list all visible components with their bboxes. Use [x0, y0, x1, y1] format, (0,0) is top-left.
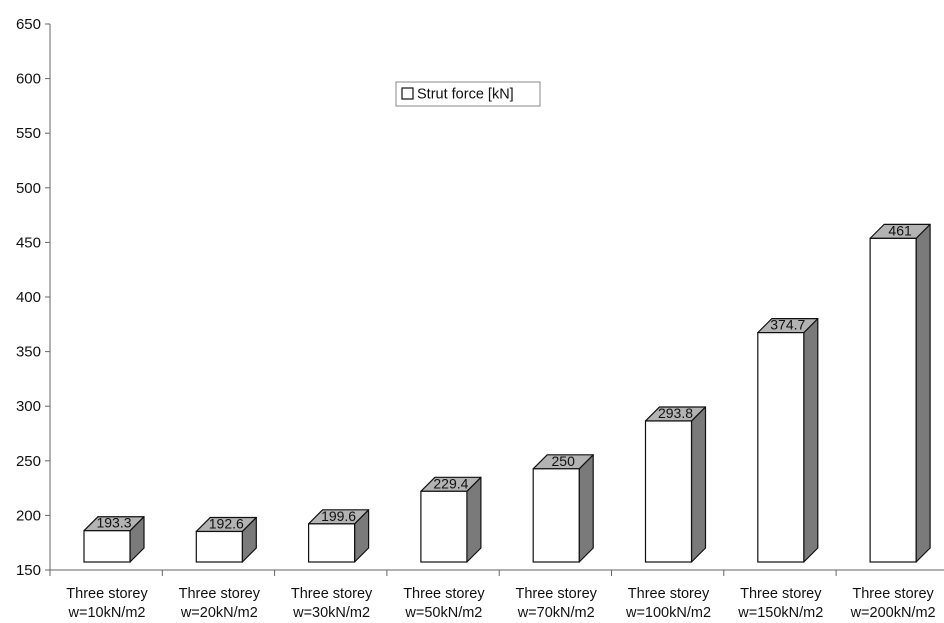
bar — [83, 516, 145, 563]
y-tick-label: 250 — [16, 453, 41, 470]
x-tick-label-line: w=200kN/m2 — [850, 605, 936, 621]
data-label: 293.8 — [658, 405, 693, 421]
y-tick-label: 200 — [16, 507, 41, 524]
bar-side — [803, 318, 819, 563]
labels: 193.3 192.6 199.6 229.4 250 293.8 374.7 461 Thre… — [66, 222, 935, 621]
y-tick-label: 450 — [16, 234, 41, 251]
x-tick-label: Three storey w=50kN/m2 — [403, 586, 485, 621]
x-tick-label-line: Three storey — [740, 586, 822, 602]
bar-front — [869, 237, 917, 563]
x-tick-label-line: w=20kN/m2 — [180, 605, 258, 621]
bar — [308, 509, 370, 563]
x-tick-label-line: w=10kN/m2 — [68, 605, 146, 621]
bars — [83, 223, 931, 563]
x-tick-label-line: Three storey — [628, 586, 710, 602]
x-tick-label-line: w=70kN/m2 — [517, 605, 595, 621]
bar-front — [420, 490, 468, 563]
x-tick-label: Three storey w=30kN/m2 — [291, 586, 373, 621]
x-tick-label: Three storey w=150kN/m2 — [737, 586, 823, 621]
bar — [195, 516, 257, 563]
y-tick-label: 550 — [16, 125, 41, 142]
data-label: 192.6 — [209, 515, 244, 531]
x-tick-label: Three storey w=100kN/m2 — [625, 586, 711, 621]
legend-swatch — [401, 87, 414, 100]
bar — [532, 454, 594, 563]
bar — [869, 223, 931, 563]
y-tick-label: 150 — [16, 562, 41, 579]
bar-front — [757, 332, 805, 563]
legend: Strut force [kN] — [395, 81, 541, 107]
bar — [420, 476, 482, 563]
y-tick-label: 600 — [16, 71, 41, 88]
bar-side — [690, 406, 707, 563]
y-tick-label: 650 — [16, 16, 41, 33]
bar-side — [915, 223, 931, 563]
x-tick-label-line: Three storey — [515, 586, 597, 602]
y-tick-label: 300 — [16, 398, 41, 415]
data-label: 229.4 — [433, 475, 468, 491]
x-tick-label-line: Three storey — [179, 586, 261, 602]
bar-front — [644, 420, 693, 563]
x-tick-label: Three storey w=70kN/m2 — [515, 586, 597, 621]
x-tick-label-line: w=150kN/m2 — [737, 605, 823, 621]
bar — [757, 318, 819, 563]
axes: 150 200 250 300 350 400 450 500 550 600 650 — [16, 16, 944, 579]
bar-front — [532, 468, 580, 563]
x-tick-label: Three storey w=20kN/m2 — [179, 586, 261, 621]
bar-front — [83, 530, 131, 563]
data-label: 461 — [888, 222, 912, 238]
y-tick-label: 500 — [16, 180, 41, 197]
x-tick-label-line: w=50kN/m2 — [404, 605, 482, 621]
x-tick-label-line: Three storey — [66, 586, 148, 602]
data-label: 374.7 — [770, 317, 805, 333]
x-tick-label-line: w=100kN/m2 — [625, 605, 711, 621]
x-tick-label-line: Three storey — [403, 586, 485, 602]
data-label: 199.6 — [321, 508, 356, 524]
data-label: 250 — [552, 453, 576, 469]
y-tick-label: 400 — [16, 289, 41, 306]
bar-front — [308, 523, 356, 563]
bar-side — [578, 454, 594, 563]
data-label: 193.3 — [96, 515, 131, 531]
x-tick-label-line: w=30kN/m2 — [292, 605, 370, 621]
bar-front — [195, 530, 243, 563]
y-tick-label: 350 — [16, 344, 41, 361]
x-tick-label-line: Three storey — [291, 586, 373, 602]
legend-label: Strut force [kN] — [417, 87, 514, 103]
x-tick-label: Three storey w=200kN/m2 — [850, 586, 936, 621]
x-tick-label-line: Three storey — [852, 586, 934, 602]
bar — [644, 406, 707, 563]
x-tick-label: Three storey w=10kN/m2 — [66, 586, 148, 621]
legend-box — [395, 81, 541, 107]
